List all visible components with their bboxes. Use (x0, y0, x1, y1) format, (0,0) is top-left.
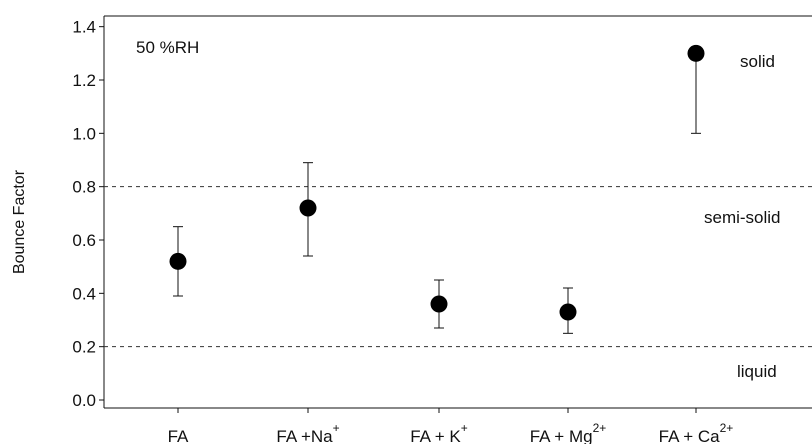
data-point (169, 252, 187, 270)
data-points (169, 44, 705, 321)
x-tick-label: FA +Na+ (276, 421, 339, 444)
y-tick-label: 1.2 (72, 71, 96, 90)
y-axis: 0.0 0.2 0.4 0.6 0.8 1.0 1.2 1.4 (72, 18, 104, 410)
y-tick-label: 0.0 (72, 391, 96, 410)
condition-label: 50 %RH (136, 38, 199, 57)
y-tick-label: 0.2 (72, 338, 96, 357)
data-point (430, 295, 448, 313)
data-point (559, 303, 577, 321)
region-label-semi-solid: semi-solid (704, 208, 781, 227)
plot-frame (103, 15, 812, 409)
error-bars (173, 52, 701, 334)
y-tick-label: 0.8 (72, 178, 96, 197)
x-axis: FA FA +Na+ FA + K+ FA + Mg2+ FA + Ca2+ (168, 408, 734, 444)
y-tick-label: 0.6 (72, 231, 96, 250)
y-tick-label: 1.0 (72, 124, 96, 143)
data-point (687, 44, 705, 62)
x-tick-label: FA + Mg2+ (530, 421, 607, 444)
reference-lines (104, 186, 812, 348)
data-point (299, 199, 317, 217)
y-axis-label: Bounce Factor (11, 169, 28, 274)
x-tick-label: FA + K+ (410, 421, 468, 444)
region-label-liquid: liquid (737, 362, 777, 381)
region-label-solid: solid (740, 52, 775, 71)
x-tick-label: FA + Ca2+ (659, 421, 734, 444)
y-tick-label: 1.4 (72, 18, 96, 37)
y-tick-label: 0.4 (72, 284, 96, 303)
x-tick-label: FA (168, 427, 189, 444)
